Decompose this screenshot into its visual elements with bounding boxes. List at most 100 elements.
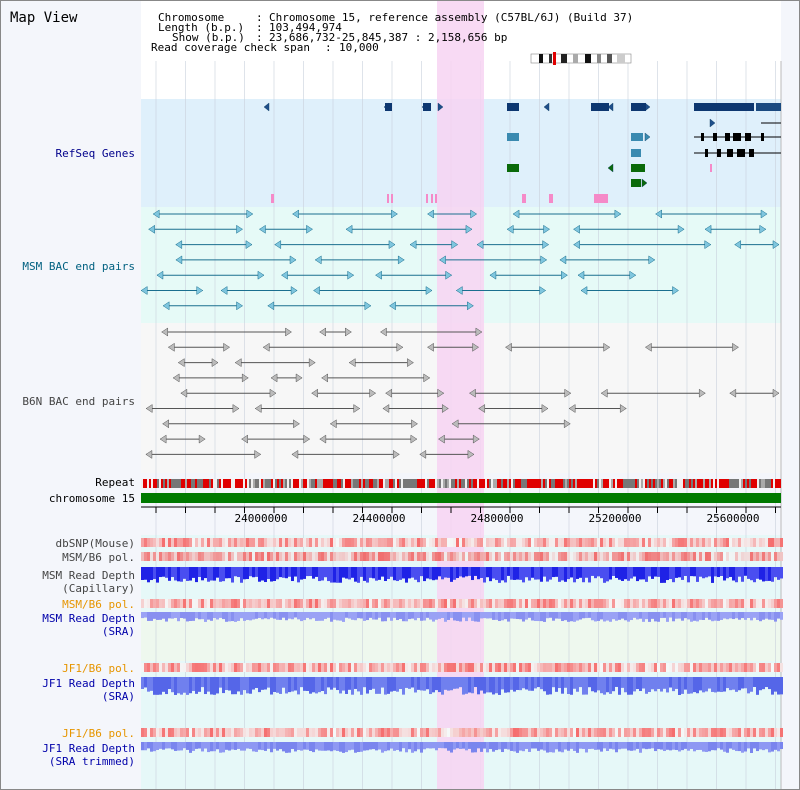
depth-bar (390, 567, 393, 577)
depth-bar (333, 567, 336, 583)
heatmap-cell (534, 599, 537, 608)
depth-bar (153, 612, 156, 619)
heatmap-cell (162, 552, 165, 561)
heatmap-cell (567, 663, 570, 672)
heatmap-cell (510, 599, 513, 608)
heatmap-cell (534, 552, 537, 561)
depth-bar (234, 742, 237, 750)
heatmap-cell (276, 599, 279, 608)
heatmap-cell (489, 538, 492, 547)
b6n-bac-label[interactable]: B6N BAC end pairs (22, 395, 135, 408)
depth-bar (555, 742, 558, 750)
b6n-bac-end (308, 358, 316, 368)
heatmap-cell (702, 538, 705, 547)
heatmap-cell (171, 663, 174, 672)
repeat-segment (507, 479, 509, 488)
depth-bar (243, 742, 246, 751)
depth-bar (768, 567, 771, 581)
repeat-segment (373, 479, 375, 488)
refseq-genes-label[interactable]: RefSeq Genes (55, 147, 135, 160)
heatmap-cell (279, 728, 282, 737)
b6n-bac-end (295, 373, 303, 383)
depth-bar (387, 612, 390, 618)
repeat-segment (543, 479, 545, 488)
heatmap-cell (147, 538, 150, 547)
depth-bar (537, 567, 540, 580)
heatmap-cell (540, 538, 543, 547)
heatmap-cell (369, 552, 372, 561)
depth-bar (486, 567, 489, 578)
heatmap-cell (678, 599, 681, 608)
repeat-segment (241, 479, 243, 488)
heatmap-cell (528, 552, 531, 561)
depth-bar (582, 612, 585, 619)
depth-bar (270, 677, 273, 695)
depth-bar (336, 567, 339, 583)
heatmap-cell (522, 663, 525, 672)
gene-block (385, 103, 392, 111)
b6n-bac-end (241, 373, 249, 383)
heatmap-cell (651, 663, 654, 672)
depth-bar (732, 612, 735, 620)
heatmap-cell (360, 538, 363, 547)
depth-bar (498, 742, 501, 750)
heatmap-cell (171, 599, 174, 608)
repeat-segment (327, 479, 329, 488)
repeat-segment (581, 479, 583, 488)
heatmap-cell (591, 599, 594, 608)
heatmap-cell (531, 728, 534, 737)
heatmap-cell (657, 552, 660, 561)
heatmap-cell (387, 728, 390, 737)
depth-bar (741, 612, 744, 619)
heatmap-cell (624, 552, 627, 561)
depth-bar (492, 677, 495, 695)
heatmap-cell (249, 552, 252, 561)
heatmap-cell (612, 552, 615, 561)
heatmap-cell (456, 728, 459, 737)
heatmap-cell (339, 599, 342, 608)
depth-bar (207, 567, 210, 582)
depth-bar (222, 742, 225, 753)
heatmap-cell (282, 663, 285, 672)
depth-bar (471, 567, 474, 581)
depth-bar (441, 612, 444, 619)
b6n-bac-end (472, 342, 479, 352)
depth-bar (633, 612, 636, 618)
msm-bac-label[interactable]: MSM BAC end pairs (22, 260, 135, 273)
heatmap-cell (744, 538, 747, 547)
heatmap-cell (441, 599, 444, 608)
depth-bar (531, 742, 534, 749)
heatmap-cell (696, 538, 699, 547)
b6n-bac-end (568, 404, 576, 413)
depth-bar (747, 742, 750, 749)
heatmap-cell (750, 538, 753, 547)
heatmap-cell (174, 728, 177, 737)
depth-bar (240, 567, 243, 583)
depth-bar (444, 677, 447, 690)
heatmap-cell (591, 552, 594, 561)
repeat-segment (579, 479, 581, 488)
heatmap-cell (768, 599, 771, 608)
heatmap-cell (219, 728, 222, 737)
depth-bar (723, 612, 726, 619)
heatmap-cell (246, 552, 249, 561)
ideogram-band (607, 54, 612, 63)
gene-arrow (641, 178, 648, 188)
depth-bar (744, 742, 747, 752)
b6n-bac-end (385, 388, 392, 398)
heatmap-cell (765, 728, 768, 737)
repeat-segment (381, 479, 383, 488)
depth-bar (225, 742, 228, 750)
depth-bar (651, 612, 654, 619)
heatmap-cell (276, 663, 279, 672)
heatmap-cell (495, 728, 498, 737)
heatmap-cell (780, 552, 783, 561)
heatmap-cell (183, 599, 186, 608)
heatmap-cell (288, 599, 291, 608)
msm-bac-end (439, 255, 446, 265)
heatmap-cell (162, 599, 165, 608)
heatmap-cell (228, 728, 231, 737)
depth-bar (621, 567, 624, 581)
heatmap-cell (507, 552, 510, 561)
